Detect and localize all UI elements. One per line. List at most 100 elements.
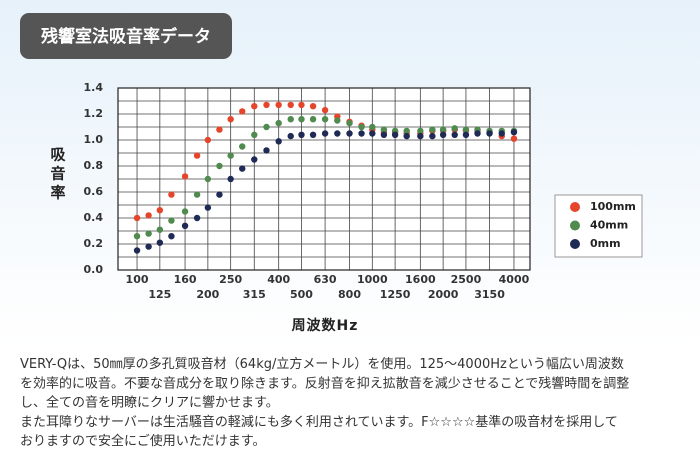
x-tick-label: 160 — [174, 273, 197, 286]
data-point — [227, 152, 234, 159]
data-point — [227, 116, 234, 123]
data-point — [156, 226, 164, 233]
data-point — [275, 138, 282, 145]
y-axis-label: 吸音率 — [49, 147, 67, 204]
data-point — [216, 191, 223, 198]
data-point — [334, 117, 341, 124]
data-point — [298, 101, 305, 109]
data-point — [133, 247, 141, 254]
y-tick-label: 1.2 — [84, 107, 104, 120]
x-tick-label: 200 — [196, 288, 219, 301]
legend-marker — [570, 220, 580, 231]
data-point — [380, 126, 388, 133]
data-point — [156, 207, 164, 214]
x-tick-label: 1600 — [405, 273, 436, 286]
data-point — [216, 126, 223, 133]
data-point — [369, 130, 376, 137]
x-tick-label: 125 — [148, 288, 171, 301]
x-tick-label: 1250 — [380, 288, 411, 301]
data-point — [287, 116, 294, 123]
x-tick-label: 2000 — [428, 288, 459, 301]
legend-label: 100mm — [590, 200, 636, 213]
x-tick-label: 3150 — [474, 288, 505, 301]
data-point — [239, 108, 246, 115]
data-point — [429, 132, 436, 140]
data-point — [346, 119, 353, 127]
data-point — [145, 212, 152, 219]
data-point — [251, 131, 258, 138]
data-point — [298, 131, 305, 138]
data-point — [239, 143, 246, 150]
data-point — [263, 123, 270, 131]
data-point — [510, 135, 518, 142]
data-point — [204, 136, 212, 144]
data-point — [309, 116, 317, 123]
y-tick-label: 0.8 — [84, 159, 104, 172]
data-point — [486, 130, 493, 137]
y-tick-label: 1.4 — [84, 81, 104, 94]
legend-label: 0mm — [590, 237, 621, 250]
data-point — [181, 208, 189, 215]
data-point — [168, 217, 175, 224]
data-point — [298, 116, 305, 123]
data-point — [168, 233, 175, 240]
data-point — [321, 106, 329, 114]
y-tick-label: 1.0 — [84, 133, 104, 146]
data-point — [439, 126, 447, 133]
x-tick-label: 630 — [314, 273, 337, 286]
data-point — [251, 156, 258, 163]
data-point — [275, 119, 282, 127]
x-tick-label: 1000 — [357, 273, 388, 286]
y-tick-label: 0.4 — [84, 211, 104, 224]
data-point — [309, 131, 317, 138]
data-point — [321, 130, 329, 137]
data-point — [181, 222, 189, 229]
data-point — [204, 175, 212, 183]
x-tick-label: 2500 — [451, 273, 482, 286]
data-point — [133, 233, 141, 240]
x-tick-label: 100 — [126, 273, 149, 286]
x-tick-label: 400 — [267, 273, 290, 286]
data-point — [439, 131, 447, 138]
legend-marker — [570, 239, 580, 249]
description-line: を効率的に吸音。不要な音成分を取り除きます。反射音を抑え拡散音を減少させることで… — [20, 375, 629, 391]
data-point — [181, 173, 189, 180]
data-point — [263, 147, 270, 154]
data-point — [204, 204, 212, 211]
data-point — [287, 132, 294, 140]
data-point — [474, 130, 481, 137]
header-tab — [20, 13, 232, 59]
data-point — [369, 123, 376, 131]
description-line: VERY-Qは、50㎜厚の多孔質吸音材（64kg/立方メートル）を使用。125～… — [20, 356, 624, 372]
data-point — [275, 101, 282, 109]
legend-label: 40mm — [590, 219, 628, 232]
x-tick-label: 4000 — [499, 273, 530, 286]
legend-marker — [570, 202, 580, 212]
x-tick-label: 500 — [290, 288, 313, 301]
data-point — [358, 123, 365, 131]
header-title: 残響室法吸音率データ — [41, 26, 211, 47]
data-point — [263, 101, 270, 109]
data-point — [462, 126, 470, 133]
data-point — [391, 131, 399, 138]
x-tick-label: 250 — [219, 273, 242, 286]
plot-frame — [117, 87, 531, 271]
data-point — [417, 132, 424, 140]
data-point — [156, 239, 164, 246]
data-point — [133, 214, 141, 222]
legend-box — [554, 194, 643, 258]
data-point — [145, 230, 152, 237]
data-point — [451, 125, 458, 132]
data-point — [510, 129, 518, 136]
data-point — [168, 191, 175, 198]
data-point — [251, 103, 258, 110]
data-point — [334, 130, 341, 137]
data-point — [227, 175, 234, 183]
data-point — [239, 165, 246, 172]
data-point — [309, 103, 317, 110]
data-point — [498, 130, 505, 137]
data-point — [417, 127, 424, 135]
y-tick-label: 0.6 — [84, 185, 104, 198]
data-point — [403, 132, 410, 140]
